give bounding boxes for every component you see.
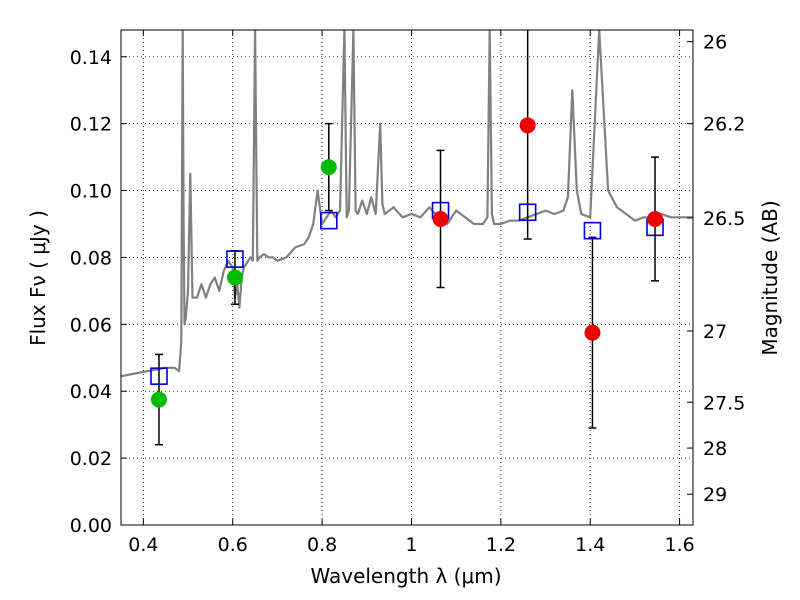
observed-point-red	[519, 117, 536, 134]
observed-point-green	[226, 269, 243, 286]
x-tick-label: 0.6	[218, 534, 248, 556]
observed-point-green	[320, 159, 337, 176]
model-photometry-square	[150, 367, 168, 385]
right-tick-label: 26.5	[703, 208, 745, 230]
model-photometry-square	[226, 250, 244, 268]
y-tick-label: 0.14	[70, 47, 112, 69]
right-axis-label: Magnitude (AB)	[758, 200, 782, 355]
y-tick-label: 0.00	[70, 515, 112, 537]
y-tick-label: 0.08	[70, 247, 112, 269]
model-photometry-square	[518, 203, 537, 222]
observed-point-red	[647, 210, 664, 227]
y-tick-label: 0.04	[70, 381, 112, 403]
x-tick-label: 1.6	[664, 534, 694, 556]
y-tick-label: 0.02	[70, 448, 112, 470]
sed-curve-layer	[121, 30, 693, 378]
observed-point-green	[150, 391, 167, 408]
y-axis-label: Flux Fν ( μJy )	[26, 210, 50, 346]
axis-ticks: 0.4 0.6 0.8 1 1.2 1.4 1.6 0.00 0.02 0.04 0.06 0.08 0…	[70, 30, 745, 556]
model-photometry-layer	[150, 201, 664, 385]
x-tick-label: 1.2	[486, 534, 516, 556]
grid	[121, 30, 693, 525]
y-tick-label: 0.10	[70, 181, 112, 203]
right-tick-label: 29	[703, 484, 727, 506]
model-photometry-square	[583, 221, 602, 240]
observed-photometry-layer	[150, 117, 664, 408]
x-tick-label: 0.4	[128, 534, 158, 556]
observed-point-red	[432, 210, 449, 227]
x-tick-label: 1	[405, 534, 417, 556]
observed-point-red	[584, 324, 601, 341]
plot-frame	[120, 29, 694, 526]
sed-curve	[121, 30, 693, 378]
x-axis-label: Wavelength λ (μm)	[310, 564, 501, 588]
right-tick-label: 26	[703, 32, 727, 54]
y-tick-label: 0.12	[70, 114, 112, 136]
right-tick-label: 27.5	[703, 392, 745, 414]
right-tick-label: 28	[703, 438, 727, 460]
right-tick-label: 26.2	[703, 114, 745, 136]
errorbar-layer	[154, 30, 660, 446]
right-tick-label: 27	[703, 321, 727, 343]
model-photometry-square	[319, 211, 338, 230]
y-tick-label: 0.06	[70, 314, 112, 336]
x-tick-label: 1.4	[575, 534, 605, 556]
x-tick-label: 0.8	[307, 534, 337, 556]
